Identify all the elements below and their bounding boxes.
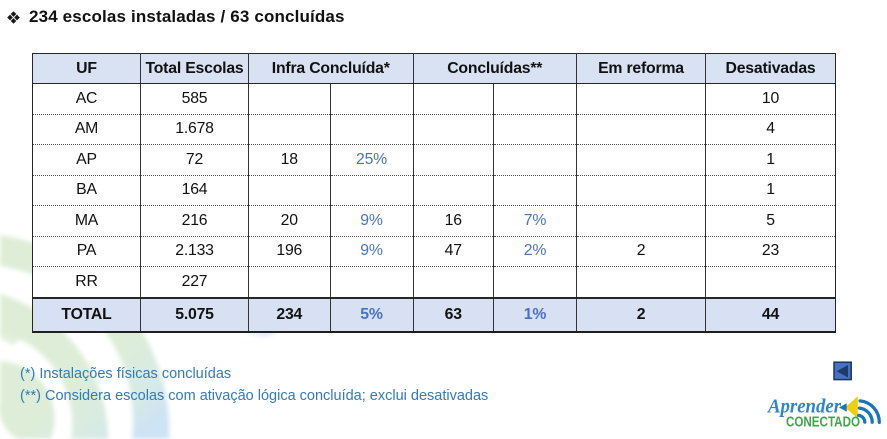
svg-text:CONECTADO: CONECTADO bbox=[786, 415, 860, 431]
svg-text:Aprender: Aprender bbox=[766, 396, 842, 418]
